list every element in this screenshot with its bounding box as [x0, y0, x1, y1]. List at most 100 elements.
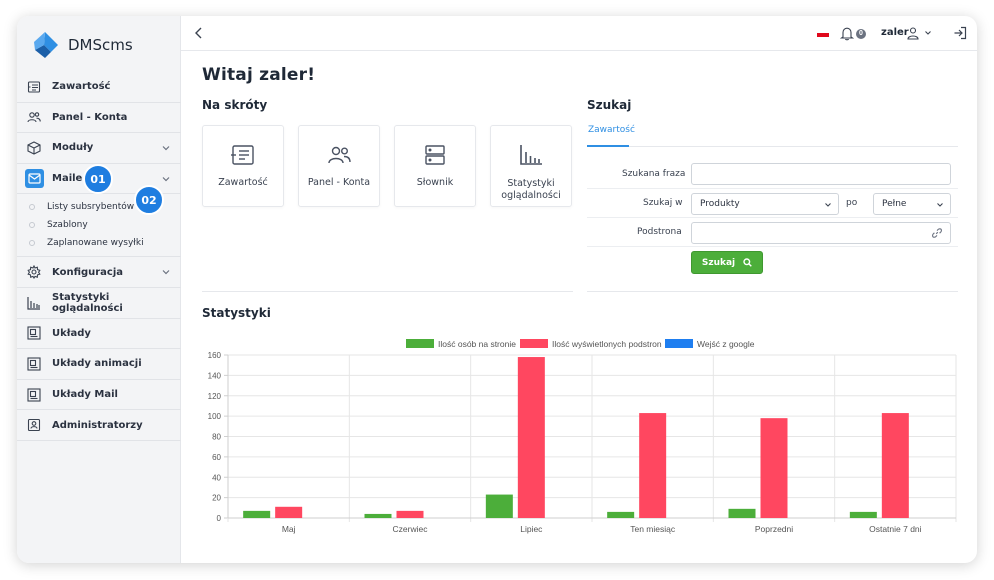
sidebar-item-label: Układy animacji: [52, 358, 142, 370]
dmscms-logo-icon: [34, 32, 58, 58]
subpage-input[interactable]: [691, 222, 951, 244]
sidebar-item-statystyki[interactable]: Statystyki oglądalności: [17, 288, 181, 319]
legend-label: Wejść z google: [697, 339, 755, 349]
link-icon[interactable]: [932, 228, 942, 238]
legend-label: Ilość wyświetlonych podstron: [552, 339, 662, 349]
brand[interactable]: DMScms: [31, 30, 133, 60]
bell-icon[interactable]: [840, 26, 854, 41]
users-icon: [27, 110, 41, 124]
bar: [396, 510, 424, 518]
legend-swatch: [406, 339, 434, 348]
tab-zawartosc[interactable]: Zawartość: [588, 125, 635, 135]
app-window: DMScms Zawartość Panel - Konta Moduły: [17, 16, 977, 563]
sidebar-item-label: Zawartość: [52, 81, 111, 93]
shortcut-slownik[interactable]: Słownik: [394, 125, 476, 207]
search-button[interactable]: Szukaj: [691, 251, 763, 274]
section-divider: [587, 291, 958, 292]
notification-count: 0: [856, 29, 866, 39]
legend-swatch: [665, 339, 693, 348]
y-tick-label: 160: [208, 351, 222, 360]
sidebar-item-label: Moduły: [52, 142, 94, 154]
chevron-down-icon[interactable]: [161, 174, 171, 184]
po-label: po: [846, 198, 858, 208]
content-list-icon: [231, 145, 254, 165]
search-icon: [743, 258, 752, 267]
sidebar-item-uklady-mail[interactable]: Układy Mail: [17, 380, 181, 411]
sidebar-item-panel-konta[interactable]: Panel - Konta: [17, 103, 181, 134]
language-flag-icon[interactable]: [817, 33, 829, 37]
bullet-icon: [29, 204, 35, 211]
y-tick-label: 100: [208, 412, 222, 421]
sidebar: DMScms Zawartość Panel - Konta Moduły: [17, 16, 181, 563]
stats-chart-svg: Ilość osób na stronie Ilość wyświetlonych…: [208, 339, 957, 534]
chevron-down-icon[interactable]: [161, 267, 171, 277]
x-tick-label: Poprzedni: [755, 524, 793, 534]
submenu-item-zaplanowane[interactable]: Zaplanowane wysyłki: [17, 234, 181, 252]
phrase-input[interactable]: [691, 163, 951, 185]
bar: [728, 508, 756, 518]
chevron-down-icon[interactable]: [161, 143, 171, 153]
form-row-phrase: [587, 161, 958, 189]
sidebar-item-label: Administratorzy: [52, 419, 143, 431]
sidebar-item-konfiguracja[interactable]: Konfiguracja: [17, 257, 181, 288]
sidebar-item-label: Statystyki oglądalności: [52, 291, 123, 314]
sidebar-item-uklady-animacji[interactable]: Układy animacji: [17, 349, 181, 380]
search-in-label: Szukaj w: [643, 198, 683, 208]
cube-icon: [27, 141, 41, 155]
mode-select[interactable]: Pełne: [873, 193, 951, 215]
legend-swatch: [520, 339, 548, 348]
sidebar-item-label: Układy: [52, 327, 91, 339]
shortcut-statystyki[interactable]: Statystyki oglądalności: [490, 125, 572, 207]
shortcut-zawartosc[interactable]: Zawartość: [202, 125, 284, 207]
bar-chart-icon: [27, 296, 41, 310]
submenu-item-label: Listy subsrybentów: [47, 202, 135, 213]
bullet-icon: [29, 222, 35, 229]
users-icon: [328, 146, 351, 164]
sidebar-item-moduly[interactable]: Moduły: [17, 133, 181, 164]
x-tick-label: Lipiec: [520, 524, 543, 534]
chevron-down-icon: [937, 203, 943, 207]
sidebar-item-label: Maile: [52, 173, 83, 185]
shortcut-label: Statystyki oglądalności: [491, 178, 571, 202]
user-name[interactable]: zaler: [881, 27, 909, 38]
shortcut-label: Panel - Konta: [307, 177, 371, 188]
logout-icon[interactable]: [953, 26, 967, 40]
phrase-label: Szukana fraza: [622, 169, 686, 179]
submenu-item-listy[interactable]: Listy subsrybentów: [17, 198, 181, 216]
main-content: Witaj zaler! Na skróty Zawartość Panel -…: [181, 51, 977, 563]
search-in-select[interactable]: Produkty: [691, 193, 839, 215]
shortcut-label-line2: oglądalności: [501, 190, 561, 201]
y-tick-label: 20: [212, 494, 221, 503]
step-badge-01: 01: [83, 164, 113, 194]
sidebar-item-label: Panel - Konta: [52, 111, 128, 123]
chevron-left-icon[interactable]: [193, 26, 205, 40]
section-divider: [202, 291, 573, 292]
form-row-subpage: [587, 218, 958, 247]
bar: [364, 513, 392, 518]
tab-underline: [587, 146, 958, 147]
shortcuts-title: Na skróty: [202, 98, 268, 112]
legend-label: Ilość osób na stronie: [438, 339, 516, 349]
step-badge-02: 02: [134, 185, 164, 215]
chevron-down-icon[interactable]: [924, 29, 932, 37]
active-tab-indicator: [587, 145, 629, 147]
topbar: 0 zaler: [181, 16, 977, 51]
bar: [517, 357, 545, 518]
y-tick-label: 60: [212, 453, 221, 462]
mail-icon: [25, 169, 44, 189]
sidebar-item-uklady[interactable]: Układy: [17, 319, 181, 350]
x-tick-label: Ostatnie 7 dni: [869, 524, 922, 534]
user-icon[interactable]: [906, 26, 920, 40]
x-tick-label: Maj: [282, 524, 296, 534]
layout-animation-icon: [27, 357, 41, 371]
sidebar-item-zawartosc[interactable]: Zawartość: [17, 72, 181, 103]
bar: [275, 506, 303, 518]
bar: [485, 494, 513, 518]
submenu-item-szablony[interactable]: Szablony: [17, 216, 181, 234]
sidebar-item-administratorzy[interactable]: Administratorzy: [17, 410, 181, 441]
shortcut-panel-konta[interactable]: Panel - Konta: [298, 125, 380, 207]
gear-icon: [27, 265, 41, 280]
sidebar-nav: Zawartość Panel - Konta Moduły Maile: [17, 72, 181, 441]
page-title: Witaj zaler!: [202, 65, 316, 85]
sidebar-item-label: Konfiguracja: [52, 266, 124, 278]
